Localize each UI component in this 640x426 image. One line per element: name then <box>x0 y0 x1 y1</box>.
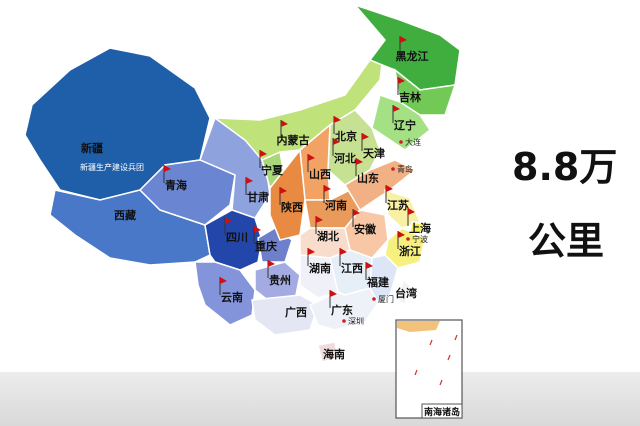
flag-icon <box>308 248 315 255</box>
province-label: 甘肃 <box>247 190 269 204</box>
province-label: 陕西 <box>281 200 303 214</box>
city-dot <box>372 297 376 301</box>
flag-icon <box>353 209 360 216</box>
province-label: 河南 <box>325 198 347 212</box>
province-6 <box>194 261 256 326</box>
province-label: 湖北 <box>317 229 339 243</box>
flag-icon <box>334 116 341 123</box>
province-label: 江苏 <box>387 198 409 212</box>
province-label: 天津 <box>363 146 385 160</box>
province-17 <box>327 109 381 186</box>
flag-icon <box>362 133 369 140</box>
province-label: 宁夏 <box>261 163 284 177</box>
province-2 <box>49 189 211 266</box>
province-14 <box>371 94 432 151</box>
city-label: 宁波 <box>412 234 428 244</box>
flag-icon <box>164 165 171 172</box>
flag-icon <box>333 138 340 145</box>
flag-icon <box>281 120 288 127</box>
flag-icon <box>268 260 275 267</box>
city-label: 大连 <box>405 137 421 147</box>
province-label: 贵州 <box>269 273 291 287</box>
flag-icon <box>340 248 347 255</box>
background-band <box>0 372 640 426</box>
xpcc-label: 新疆生产建设兵团 <box>80 162 144 172</box>
province-label: 北京 <box>335 129 357 143</box>
province-label: 辽宁 <box>394 118 416 132</box>
province-label: 西藏 <box>114 208 136 222</box>
flag-icon <box>386 185 393 192</box>
province-label: 河北 <box>334 151 356 165</box>
city-label: 深圳 <box>348 316 364 326</box>
province-label: 湖南 <box>309 261 331 275</box>
boundary-dash <box>429 339 433 346</box>
flag-icon <box>400 36 407 43</box>
flag-icon <box>393 105 400 112</box>
province-31 <box>317 341 339 363</box>
flag-icon <box>408 208 415 215</box>
province-9 <box>251 294 319 336</box>
province-32 <box>397 278 411 307</box>
flag-icon <box>316 216 323 223</box>
boundary-dash <box>447 354 451 361</box>
south-china-sea-inset <box>395 319 463 419</box>
province-label: 江西 <box>341 261 363 275</box>
distance-value: 8.8万 <box>512 145 618 189</box>
province-label: 福建 <box>366 275 390 289</box>
province-25 <box>409 221 427 235</box>
flag-icon <box>225 217 232 224</box>
flag-icon <box>356 158 363 165</box>
province-label: 黑龙江 <box>396 49 429 63</box>
city-dot <box>406 237 410 241</box>
province-label: 广东 <box>331 303 353 317</box>
province-label: 四川 <box>226 231 248 244</box>
province-label: 吉林 <box>399 90 421 104</box>
province-label: 海南 <box>323 347 345 361</box>
city-label: 厦门 <box>378 294 394 304</box>
province-label: 安徽 <box>354 222 377 236</box>
flag-icon <box>254 226 261 233</box>
province-27 <box>299 254 339 299</box>
flag-icon <box>398 77 405 84</box>
province-30 <box>309 287 379 331</box>
inset-label: 南海诸岛 <box>424 406 460 418</box>
flag-icon <box>366 262 373 269</box>
flag-icon <box>220 277 227 284</box>
province-label: 重庆 <box>255 239 277 253</box>
boundary-dash <box>414 369 418 376</box>
province-label: 山西 <box>309 167 331 181</box>
flag-icon <box>330 290 337 297</box>
flag-icon <box>308 154 315 161</box>
province-11 <box>212 37 387 161</box>
province-label: 青海 <box>165 178 187 192</box>
flag-icon <box>246 177 253 184</box>
flag-icon <box>398 231 405 238</box>
province-5 <box>204 209 263 271</box>
province-label: 新疆 <box>81 141 103 155</box>
province-label: 台湾 <box>395 286 417 300</box>
city-dot <box>391 167 395 171</box>
province-label: 云南 <box>221 290 243 304</box>
city-dot <box>399 140 403 144</box>
province-label: 浙江 <box>399 244 421 258</box>
city-dot <box>342 319 346 323</box>
boundary-dash <box>439 379 443 386</box>
flag-icon <box>280 187 287 194</box>
inset-coastline <box>397 321 440 332</box>
distance-unit: 公里 <box>528 219 605 263</box>
flag-icon <box>260 150 267 157</box>
province-label: 山东 <box>357 171 379 185</box>
city-label: 青岛 <box>397 164 413 174</box>
flag-icon <box>324 185 331 192</box>
province-label: 上海 <box>409 221 431 235</box>
province-label: 内蒙古 <box>277 133 310 147</box>
boundary-dash <box>454 334 458 341</box>
province-label: 广西 <box>285 305 307 319</box>
